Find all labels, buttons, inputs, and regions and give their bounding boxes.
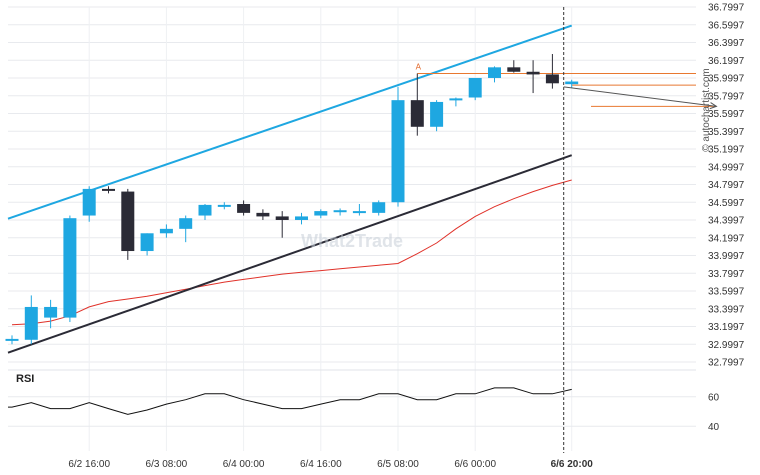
candle-body [333, 210, 347, 213]
candle-body [468, 77, 482, 98]
candle-body [488, 67, 501, 78]
candle-body [430, 101, 444, 127]
level-lines [417, 73, 717, 107]
candle-body [410, 100, 424, 127]
y-tick-label: 33.9997 [708, 251, 745, 262]
rsi-line [8, 387, 572, 415]
rsi-title: RSI [16, 373, 34, 385]
x-tick-label: 6/4 00:00 [223, 459, 265, 470]
y-tick-label: 34.5997 [708, 198, 745, 209]
y-tick-label: 35.5997 [708, 109, 745, 120]
y-tick-label: 34.7997 [708, 180, 745, 191]
y-tick-label: 34.3997 [708, 216, 745, 227]
channel-upper-line [7, 24, 573, 220]
x-tick-label: 6/4 16:00 [300, 459, 342, 470]
channel-lower-line [7, 154, 573, 354]
candle-body [63, 218, 77, 318]
y-tick-label: 35.9997 [708, 74, 745, 85]
candle-body [314, 211, 328, 216]
watermark-brand: What2Trade [301, 231, 403, 251]
trend-channel [7, 24, 573, 354]
candle-body [391, 100, 405, 203]
moving-average-path [11, 179, 572, 326]
candle-body [565, 81, 579, 85]
x-tick-label: 6/5 08:00 [377, 459, 419, 470]
y-tick-label: 36.7997 [708, 3, 745, 14]
candle-body [256, 212, 270, 217]
moving-average-line [11, 179, 572, 326]
candle-body [102, 188, 115, 191]
y-tick-label: 36.5997 [708, 20, 745, 31]
annotations: A [416, 7, 718, 453]
candle-body [198, 204, 212, 216]
watermark-side: © autochartist.com [701, 68, 712, 152]
candle-body [449, 98, 463, 101]
y-tick-label: 34.1997 [708, 233, 745, 244]
x-tick-label: 6/6 20:00 [551, 459, 594, 470]
candle-body [44, 306, 58, 318]
candle-body [372, 202, 386, 213]
candle-body [507, 67, 521, 72]
candle-body [352, 211, 366, 214]
candle-body [179, 218, 193, 229]
candle-body [526, 71, 540, 75]
projection-arrow-line [563, 86, 717, 107]
y-tick-label: 33.7997 [708, 269, 745, 280]
candle-body [217, 204, 231, 207]
candle-body [159, 228, 173, 234]
x-tick-label: 6/2 16:00 [68, 459, 110, 470]
x-tick-label: 6/3 08:00 [146, 459, 188, 470]
rsi-panel: RSI 60 40 [8, 373, 720, 433]
price-axis: 36.7997 36.5997 36.3997 36.1997 35.9997 35.79… [708, 3, 745, 369]
candle-body [140, 233, 154, 252]
y-tick-label: 36.3997 [708, 38, 745, 49]
candle-body [545, 74, 559, 84]
candle-body [275, 216, 289, 220]
projection-arrow-head [709, 102, 718, 110]
pattern-point-label: A [416, 63, 422, 72]
rsi-tick-label: 60 [708, 392, 720, 403]
time-axis: 6/2 16:00 6/3 08:00 6/4 00:00 6/4 16:00 6/5 … [68, 459, 593, 470]
candle-body [237, 203, 251, 213]
y-tick-label: 33.1997 [708, 322, 745, 333]
y-tick-label: 33.5997 [708, 287, 745, 298]
y-tick-label: 36.1997 [708, 56, 745, 67]
candle-body [121, 191, 135, 252]
y-tick-label: 35.1997 [708, 145, 745, 156]
y-tick-label: 35.3997 [708, 127, 745, 138]
candlestick-series [5, 54, 579, 345]
y-tick-label: 33.3997 [708, 304, 745, 315]
x-tick-label: 6/6 00:00 [454, 459, 496, 470]
rsi-tick-label: 40 [708, 422, 720, 433]
y-tick-label: 35.7997 [708, 91, 745, 102]
y-tick-label: 32.7997 [708, 358, 745, 369]
candle-body [24, 306, 38, 340]
candle-body [295, 216, 308, 220]
y-tick-label: 32.9997 [708, 340, 745, 351]
y-tick-label: 34.9997 [708, 162, 745, 173]
candle-body [82, 188, 96, 216]
candle-body [5, 338, 19, 341]
